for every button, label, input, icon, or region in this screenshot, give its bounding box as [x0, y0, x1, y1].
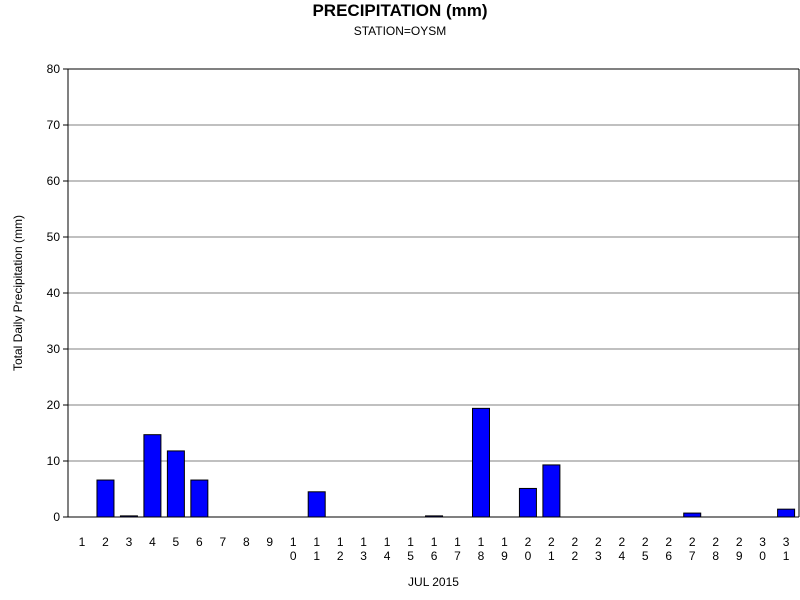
bar-layer	[96, 407, 796, 518]
bar-day-5	[166, 450, 185, 518]
x-tick-label: 1	[79, 535, 86, 549]
bar-day-11	[307, 491, 326, 518]
bar-day-31	[777, 508, 796, 518]
x-tick-label: 2	[102, 535, 109, 549]
chart-subtitle: STATION=OYSM	[353, 24, 447, 38]
bar-day-27	[683, 512, 702, 518]
x-tick-label: 4	[149, 535, 156, 549]
grid-layer	[68, 68, 799, 462]
x-tick-label: 7	[219, 535, 226, 549]
bar-day-20	[518, 487, 537, 518]
bar-day-18	[471, 407, 490, 518]
y-tick-label: 20	[47, 398, 61, 412]
chart-title: PRECIPITATION (mm)	[312, 1, 488, 20]
bar-day-6	[190, 479, 209, 518]
x-axis-label: JUL 2015	[408, 575, 459, 589]
y-tick-label: 40	[47, 286, 61, 300]
y-tick-label: 60	[47, 174, 61, 188]
y-tick-label: 30	[47, 342, 61, 356]
x-tick-label: 3	[126, 535, 133, 549]
y-tick-label: 50	[47, 230, 61, 244]
x-tick-label: 6	[196, 535, 203, 549]
y-tick-label: 10	[47, 454, 61, 468]
y-tick-label: 0	[53, 510, 60, 524]
y-tick-label: 80	[47, 62, 61, 76]
bar-day-4	[143, 434, 162, 518]
y-tick-label: 70	[47, 118, 61, 132]
x-tick-label: 5	[173, 535, 180, 549]
bar-day-2	[96, 479, 115, 518]
x-tick-label: 8	[243, 535, 250, 549]
x-tick-label: 9	[266, 535, 273, 549]
bar-day-21	[542, 464, 561, 518]
